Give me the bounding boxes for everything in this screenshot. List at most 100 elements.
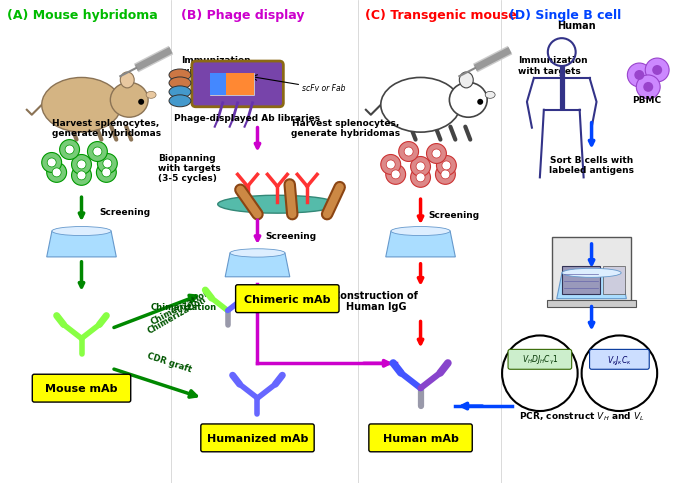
Text: (B) Phage display: (B) Phage display xyxy=(181,9,304,22)
Bar xyxy=(210,74,253,96)
Text: Phage-displayed Ab libraries: Phage-displayed Ab libraries xyxy=(175,114,321,123)
Ellipse shape xyxy=(391,227,450,236)
Bar xyxy=(552,238,632,302)
Text: Screening: Screening xyxy=(99,207,151,216)
Text: Chimerization: Chimerization xyxy=(149,287,212,326)
Text: (C) Transgenic mouse: (C) Transgenic mouse xyxy=(365,9,516,22)
Bar xyxy=(603,266,625,294)
Circle shape xyxy=(477,100,483,106)
Circle shape xyxy=(52,168,61,178)
Ellipse shape xyxy=(460,73,473,89)
Text: Immunization
with targets: Immunization with targets xyxy=(181,56,251,76)
Ellipse shape xyxy=(169,78,191,90)
FancyBboxPatch shape xyxy=(32,375,131,402)
Ellipse shape xyxy=(146,92,156,99)
Polygon shape xyxy=(557,273,626,299)
Circle shape xyxy=(97,163,116,183)
Circle shape xyxy=(77,161,86,169)
Bar xyxy=(562,266,599,294)
Ellipse shape xyxy=(110,83,148,118)
Circle shape xyxy=(643,83,653,92)
Text: Harvest splenocytes,
generate hybridomas: Harvest splenocytes, generate hybridomas xyxy=(291,119,401,138)
Circle shape xyxy=(410,168,430,188)
Circle shape xyxy=(634,71,645,81)
Circle shape xyxy=(436,156,456,176)
Circle shape xyxy=(645,59,669,83)
Circle shape xyxy=(381,155,401,175)
Text: $V_\kappa J_\kappa C_\kappa$: $V_\kappa J_\kappa C_\kappa$ xyxy=(607,353,632,366)
Circle shape xyxy=(102,168,111,178)
Circle shape xyxy=(103,160,112,168)
Circle shape xyxy=(436,165,456,185)
Circle shape xyxy=(399,142,419,162)
Circle shape xyxy=(416,163,425,171)
Circle shape xyxy=(391,170,400,180)
Text: Humanized mAb: Humanized mAb xyxy=(207,433,308,443)
Circle shape xyxy=(60,140,79,160)
Bar xyxy=(225,74,253,96)
Text: scFv or Fab: scFv or Fab xyxy=(302,84,346,93)
Circle shape xyxy=(442,162,451,170)
Ellipse shape xyxy=(169,87,191,99)
Circle shape xyxy=(88,142,108,162)
Text: Screening: Screening xyxy=(429,210,480,219)
Ellipse shape xyxy=(230,249,285,257)
Text: PCR, construct $V_H$ and $V_L$: PCR, construct $V_H$ and $V_L$ xyxy=(519,410,645,423)
Circle shape xyxy=(93,148,102,157)
Polygon shape xyxy=(47,231,116,257)
Circle shape xyxy=(636,76,660,100)
Text: Biopanning
with targets
(3-5 cycles): Biopanning with targets (3-5 cycles) xyxy=(158,153,221,183)
FancyBboxPatch shape xyxy=(369,424,472,452)
Circle shape xyxy=(65,146,74,155)
Text: Human: Human xyxy=(558,21,596,31)
Text: Chimeric mAb: Chimeric mAb xyxy=(244,294,331,304)
Ellipse shape xyxy=(218,196,337,214)
Circle shape xyxy=(97,154,117,174)
Circle shape xyxy=(47,163,66,183)
Ellipse shape xyxy=(169,70,191,82)
Text: Harvest splenocytes,
generate hybridomas: Harvest splenocytes, generate hybridomas xyxy=(51,119,161,138)
FancyBboxPatch shape xyxy=(590,349,649,369)
Circle shape xyxy=(416,174,425,182)
Circle shape xyxy=(432,150,441,159)
Text: Human mAb: Human mAb xyxy=(383,433,458,443)
Circle shape xyxy=(386,165,406,185)
Circle shape xyxy=(404,148,413,157)
Ellipse shape xyxy=(121,73,134,89)
Text: Construction of
Human IgG: Construction of Human IgG xyxy=(334,290,419,312)
Text: Chimerization: Chimerization xyxy=(146,295,208,335)
Ellipse shape xyxy=(381,78,460,133)
Text: Mouse mAb: Mouse mAb xyxy=(45,383,118,393)
Circle shape xyxy=(502,336,577,411)
Circle shape xyxy=(386,161,395,169)
Circle shape xyxy=(410,157,430,177)
Bar xyxy=(547,300,636,307)
Text: (D) Single B cell: (D) Single B cell xyxy=(509,9,621,22)
Bar xyxy=(210,74,225,96)
Text: CDR graft: CDR graft xyxy=(146,351,193,374)
Circle shape xyxy=(71,155,91,175)
Polygon shape xyxy=(225,254,290,277)
Circle shape xyxy=(138,100,144,106)
Ellipse shape xyxy=(42,78,121,133)
Polygon shape xyxy=(386,231,456,257)
Text: PBMC: PBMC xyxy=(632,96,661,105)
FancyBboxPatch shape xyxy=(236,285,339,313)
Circle shape xyxy=(652,66,662,76)
Circle shape xyxy=(47,159,56,167)
Text: (A) Mouse hybridoma: (A) Mouse hybridoma xyxy=(7,9,158,22)
Ellipse shape xyxy=(52,227,111,236)
Text: Chimerization: Chimerization xyxy=(151,302,217,312)
FancyBboxPatch shape xyxy=(508,349,572,369)
Circle shape xyxy=(441,170,450,180)
Text: Sort B cells with
labeled antigens: Sort B cells with labeled antigens xyxy=(549,155,634,175)
Text: $V_H DJ_H C_\gamma 1$: $V_H DJ_H C_\gamma 1$ xyxy=(521,353,558,366)
Ellipse shape xyxy=(449,83,487,118)
Text: Screening: Screening xyxy=(266,231,316,240)
Circle shape xyxy=(627,64,651,88)
FancyBboxPatch shape xyxy=(201,424,314,452)
Ellipse shape xyxy=(169,96,191,107)
Circle shape xyxy=(77,171,86,181)
Circle shape xyxy=(42,153,62,173)
Circle shape xyxy=(427,144,447,164)
